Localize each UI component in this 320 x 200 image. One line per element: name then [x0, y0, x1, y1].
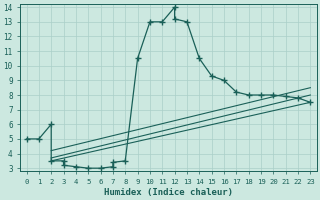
X-axis label: Humidex (Indice chaleur): Humidex (Indice chaleur) [104, 188, 233, 197]
